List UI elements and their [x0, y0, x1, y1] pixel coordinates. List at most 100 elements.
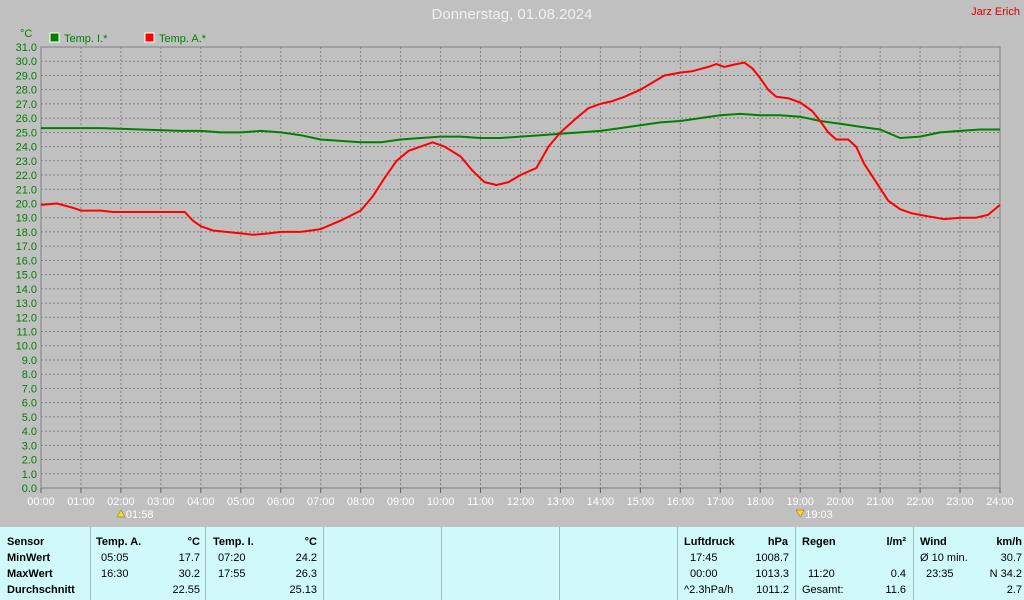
x-tick-label: 08:00 — [347, 496, 375, 508]
wind-title: Wind — [920, 536, 947, 548]
temp-i-unit: °C — [304, 536, 317, 548]
y-tick-label: 28.0 — [16, 85, 37, 97]
x-tick-label: 20:00 — [826, 496, 854, 508]
row-label-min: MinWert — [7, 552, 51, 564]
temp-i-average: 25.13 — [289, 584, 317, 596]
author-label: Jarz Erich — [971, 6, 1020, 18]
wind-value-3: 2.7 — [1006, 584, 1022, 596]
y-tick-label: 16.0 — [16, 255, 37, 267]
x-tick-label: 19:00 — [786, 496, 814, 508]
pressure-trend-value: 1011.2 — [756, 584, 789, 596]
rain-time: 11:20 — [808, 568, 835, 580]
stats-col-temp-a — [90, 527, 206, 600]
wind-max-value: N 34.2 — [989, 568, 1022, 580]
y-tick-label: 2.0 — [22, 455, 37, 467]
x-tick-label: 01:00 — [67, 496, 95, 508]
x-tick-label: 16:00 — [667, 496, 695, 508]
y-tick-label: 21.0 — [16, 184, 37, 196]
temp-a-min-value: 17.7 — [178, 552, 200, 564]
x-tick-label: 06:00 — [267, 496, 295, 508]
pressure-min-value: 1008.7 — [755, 552, 789, 564]
legend-swatch-temp-a — [144, 32, 155, 43]
y-tick-label: 1.0 — [22, 469, 37, 481]
series-line-temp-a — [40, 61, 1001, 236]
y-tick-label: 8.0 — [22, 369, 37, 381]
temp-a-average: 22.55 — [172, 584, 200, 596]
pressure-min-time: 17:45 — [690, 552, 718, 564]
y-tick-label: 20.0 — [16, 198, 37, 210]
y-tick-label: 5.0 — [22, 412, 37, 424]
x-tick-label: 22:00 — [906, 496, 934, 508]
temp-a-title: Temp. A. — [96, 536, 142, 548]
rain-total-label: Gesamt: — [802, 584, 844, 596]
y-tick-label: 12.0 — [16, 312, 37, 324]
y-tick-label: 11.0 — [16, 327, 37, 339]
stats-col-empty-2 — [441, 527, 560, 600]
x-tick-label: 17:00 — [707, 496, 735, 508]
x-tick-label: 23:00 — [946, 496, 974, 508]
y-tick-label: 19.0 — [16, 213, 37, 225]
sunset-time-label: 19:03 — [805, 509, 833, 521]
rain-title: Regen — [802, 536, 836, 548]
x-tick-label: 14:00 — [587, 496, 615, 508]
rain-unit: l/m² — [886, 536, 906, 548]
wind-avg-value: 30.7 — [1000, 552, 1022, 564]
stats-col-temp-i — [205, 527, 324, 600]
y-tick-label: 13.0 — [16, 298, 37, 310]
pressure-max-value: 1013.3 — [755, 568, 789, 580]
row-label-max: MaxWert — [7, 568, 53, 580]
x-tick-label: 10:00 — [427, 496, 455, 508]
x-tick-label: 18:00 — [746, 496, 774, 508]
x-tick-label: 11:00 — [467, 496, 494, 508]
y-tick-label: 6.0 — [22, 398, 37, 410]
temp-i-min-time: 07:20 — [218, 552, 246, 564]
y-tick-label: 10.0 — [16, 341, 37, 353]
y-tick-label: 24.0 — [16, 142, 37, 154]
y-tick-label: 29.0 — [16, 70, 37, 82]
pressure-trend: ^2.3hPa/h — [684, 584, 734, 596]
rain-value: 0.4 — [890, 568, 906, 580]
rain-total-value: 11.6 — [885, 584, 906, 596]
sunset-icon — [795, 509, 805, 518]
y-tick-label: 9.0 — [22, 355, 37, 367]
y-tick-label: 0.0 — [22, 483, 37, 495]
stats-col-empty-1 — [323, 527, 442, 600]
y-tick-label: 22.0 — [16, 170, 37, 182]
stats-col-empty-3 — [559, 527, 678, 600]
y-tick-label: 7.0 — [22, 383, 37, 395]
temp-i-max-value: 26.3 — [295, 568, 317, 580]
legend-swatch-temp-i — [49, 32, 60, 43]
x-tick-label: 03:00 — [147, 496, 175, 508]
sunrise-time-label: 01:58 — [126, 509, 154, 521]
y-tick-label: 27.0 — [16, 99, 37, 111]
row-label-avg: Durchschnitt — [7, 584, 75, 596]
y-tick-label: 15.0 — [16, 270, 37, 282]
wind-avg-label: Ø 10 min. — [920, 552, 968, 564]
legend-label-temp-i: Temp. I.* — [64, 33, 108, 45]
pressure-unit: hPa — [767, 536, 788, 548]
wind-unit: km/h — [996, 536, 1022, 548]
pressure-title: Luftdruck — [684, 536, 735, 548]
x-tick-label: 02:00 — [107, 496, 135, 508]
y-tick-label: 14.0 — [16, 284, 37, 296]
x-tick-label: 13:00 — [547, 496, 575, 508]
x-tick-label: 12:00 — [507, 496, 535, 508]
y-tick-label: 26.0 — [16, 113, 37, 125]
chart-title: Donnerstag, 01.08.2024 — [431, 6, 593, 23]
y-tick-label: 25.0 — [16, 127, 37, 139]
y-tick-label: 18.0 — [16, 227, 37, 239]
temp-i-max-time: 17:55 — [218, 568, 246, 580]
temp-a-max-value: 30.2 — [178, 568, 200, 580]
stats-col-rain — [795, 527, 914, 600]
row-label-sensor: Sensor — [7, 536, 45, 548]
x-tick-label: 24:00 — [986, 496, 1014, 508]
y-unit-label: °C — [20, 28, 32, 40]
x-tick-label: 21:00 — [866, 496, 894, 508]
x-tick-label: 05:00 — [227, 496, 255, 508]
temp-i-title: Temp. I. — [213, 536, 254, 548]
pressure-max-time: 00:00 — [690, 568, 718, 580]
x-tick-label: 04:00 — [187, 496, 215, 508]
x-tick-label: 00:00 — [27, 496, 55, 508]
stats-panel: Sensor MinWert MaxWert Durchschnitt Temp… — [0, 527, 1024, 600]
y-tick-label: 17.0 — [16, 241, 37, 253]
